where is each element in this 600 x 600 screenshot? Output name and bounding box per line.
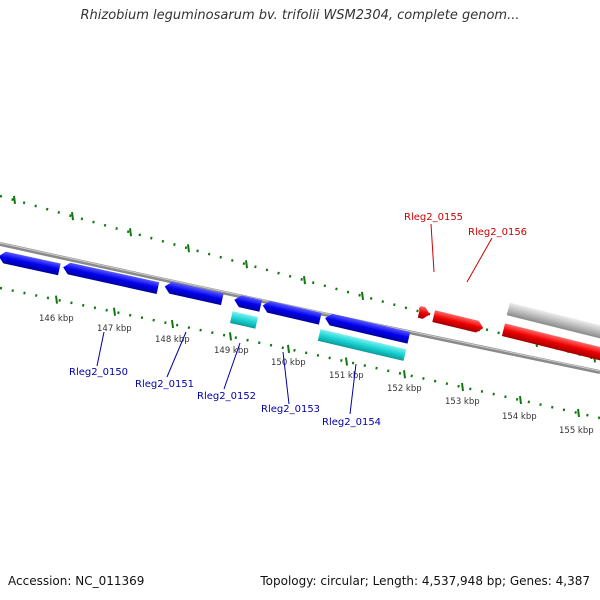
gene-box-rleg2-0154[interactable] [317, 329, 407, 361]
major-tick [113, 307, 116, 316]
gene-label-rleg2-0153[interactable]: Rleg2_0153 [261, 404, 320, 415]
kbp-label: 146 kbp [39, 314, 74, 324]
accession-text: Accession: NC_011369 [8, 574, 145, 588]
gene-label-rleg2-0154[interactable]: Rleg2_0154 [322, 417, 381, 428]
major-tick [187, 244, 190, 253]
kbp-label: 151 kbp [329, 371, 364, 381]
kbp-label: 148 kbp [155, 335, 190, 345]
gene-label-rleg2-0156[interactable]: Rleg2_0156 [468, 227, 527, 238]
major-tick [287, 344, 290, 354]
major-tick [129, 228, 132, 237]
inner-tick-ring [0, 286, 600, 420]
gene-labels: Rleg2_0150 Rleg2_0151 Rleg2_0152 Rleg2_0… [69, 212, 527, 428]
kbp-scale-labels: 146 kbp 147 kbp 148 kbp 149 kbp 150 kbp … [39, 314, 594, 436]
major-tick [245, 260, 248, 269]
major-tick [577, 408, 580, 418]
inner-major-ticks [55, 295, 580, 418]
gene-arrow-rleg2-0149[interactable] [0, 250, 61, 276]
gene-arrow-rleg2-0153[interactable] [261, 300, 322, 325]
major-tick [229, 332, 232, 341]
gene-box-rleg2-0152[interactable] [229, 311, 259, 329]
highlighted-genes [417, 302, 600, 364]
gene-arrow-rleg2-0150[interactable] [62, 261, 160, 294]
major-tick [461, 382, 464, 392]
major-tick [171, 319, 174, 329]
major-tick [55, 295, 58, 304]
map-title: Rhizobium leguminosarum bv. trifolii WSM… [80, 8, 520, 23]
major-tick [71, 211, 74, 221]
gene-label-rleg2-0152[interactable]: Rleg2_0152 [197, 391, 256, 402]
gene-arrow-rleg2-0156[interactable] [432, 310, 484, 334]
gene-arrow-rleg2-0155[interactable] [417, 305, 432, 320]
kbp-label: 147 kbp [97, 324, 132, 334]
kbp-label: 155 kbp [559, 426, 594, 436]
reverse-strand-genes [229, 311, 407, 361]
kbp-label: 152 kbp [387, 384, 422, 394]
kbp-label: 154 kbp [502, 412, 537, 422]
kbp-label: 149 kbp [214, 346, 249, 356]
major-tick [403, 370, 406, 379]
major-tick [361, 291, 364, 301]
forward-strand-genes [0, 250, 411, 344]
gene-arrow-rleg2-0151[interactable] [163, 281, 224, 306]
major-tick [519, 395, 522, 405]
gene-label-rleg2-0155[interactable]: Rleg2_0155 [404, 212, 463, 223]
major-tick [303, 275, 306, 285]
gene-box-neighbor-gray[interactable] [506, 302, 600, 342]
gene-label-leaders [96, 223, 493, 415]
major-tick [13, 195, 16, 205]
major-tick [345, 357, 348, 366]
gene-label-rleg2-0150[interactable]: Rleg2_0150 [69, 367, 128, 378]
gene-label-rleg2-0151[interactable]: Rleg2_0151 [135, 379, 194, 390]
gene-arrow-rleg2-0152[interactable] [233, 294, 263, 312]
kbp-label: 153 kbp [445, 397, 480, 407]
gene-box-neighbor-red[interactable] [501, 323, 600, 364]
gene-arrow-rleg2-0154[interactable] [324, 312, 411, 344]
genome-summary-text: Topology: circular; Length: 4,537,948 bp… [260, 574, 590, 588]
kbp-label: 150 kbp [271, 358, 306, 368]
